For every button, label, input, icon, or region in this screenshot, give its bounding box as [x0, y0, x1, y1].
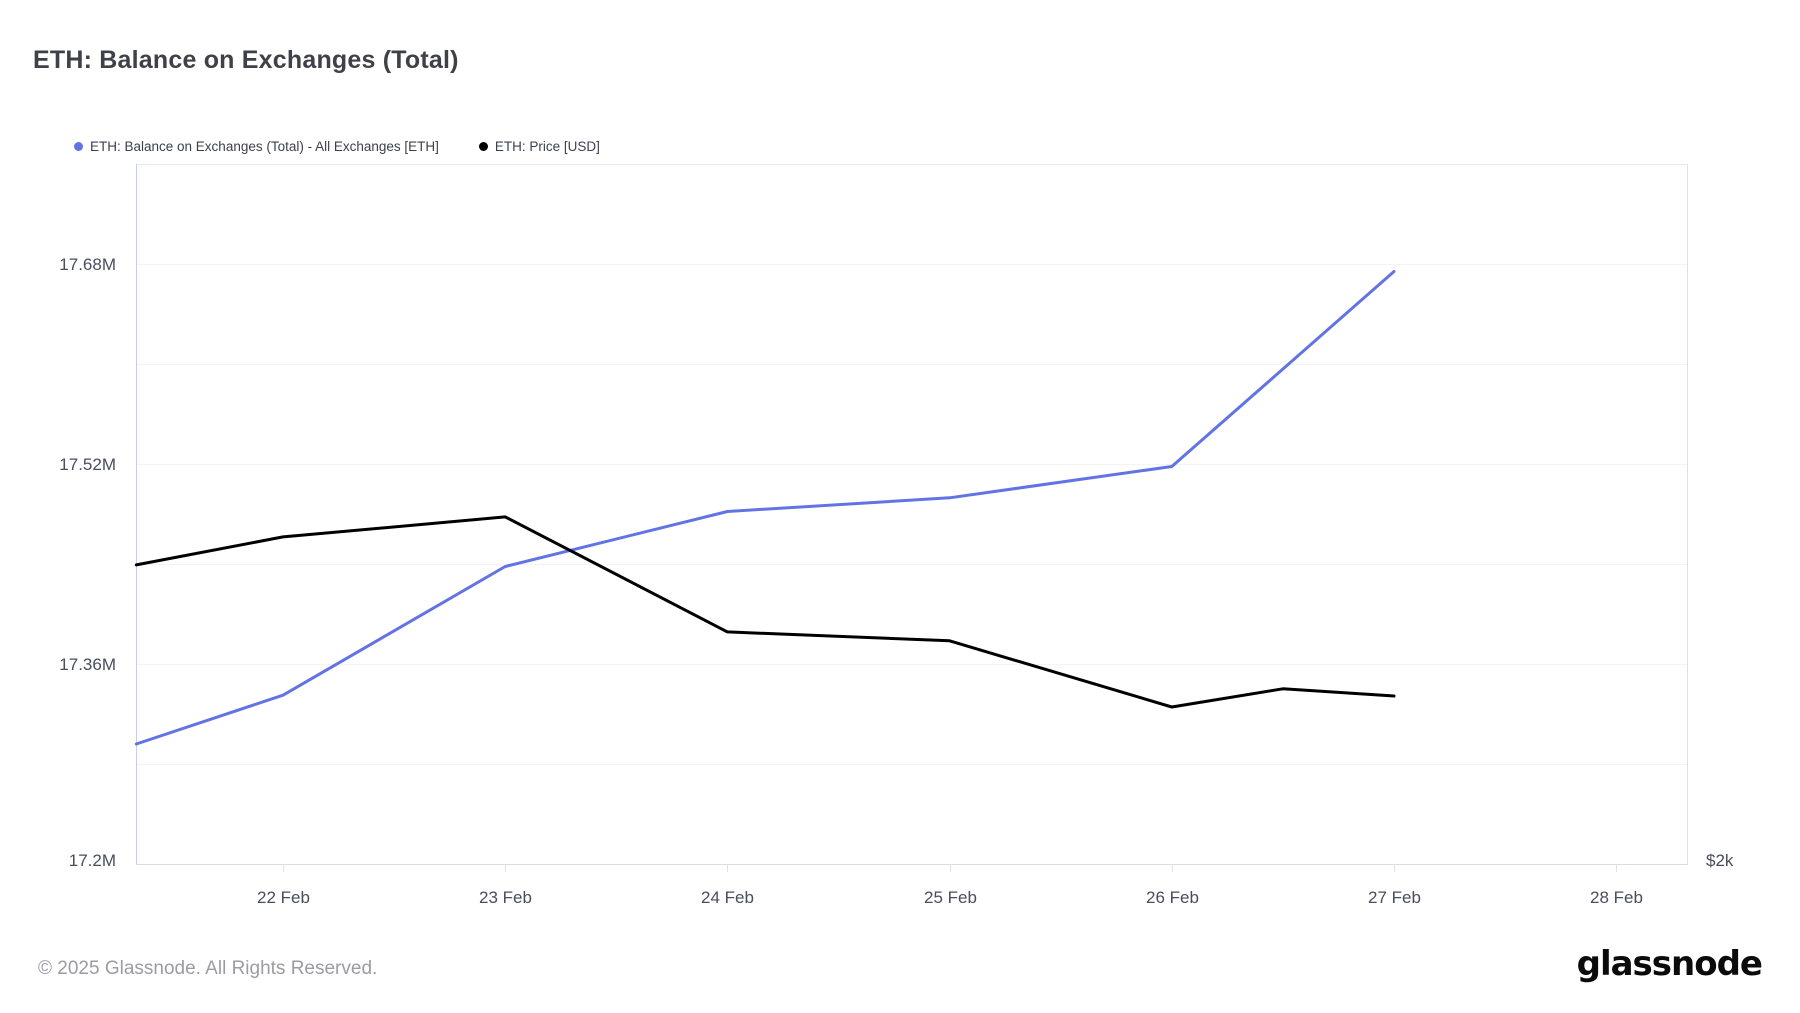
legend-label-balance: ETH: Balance on Exchanges (Total) - All … [90, 139, 439, 154]
x-tick-label: 22 Feb [257, 888, 310, 907]
y-tick-label: 17.68M [59, 255, 116, 274]
chart-legend: ETH: Balance on Exchanges (Total) - All … [74, 139, 600, 154]
y-tick-label: 17.36M [59, 655, 116, 674]
price-line [134, 515, 1396, 709]
copyright-text: © 2025 Glassnode. All Rights Reserved. [38, 958, 378, 979]
legend-item-price[interactable]: ETH: Price [USD] [478, 139, 600, 154]
x-tick-label: 28 Feb [1590, 888, 1643, 907]
x-tick-label: 25 Feb [924, 888, 977, 907]
y-tick-label: 17.52M [59, 455, 116, 474]
x-tick-label: 26 Feb [1146, 888, 1199, 907]
glassnode-logo: glassnode [1576, 944, 1763, 984]
page-title: ETH: Balance on Exchanges (Total) [33, 46, 459, 74]
legend-label-price: ETH: Price [USD] [494, 139, 600, 154]
legend-dot-balance-icon [74, 142, 83, 151]
y-tick-label: 17.2M [69, 851, 116, 870]
x-tick-label: 23 Feb [479, 888, 532, 907]
right-axis-label: $2k [1706, 851, 1734, 870]
x-tick-label: 27 Feb [1368, 888, 1421, 907]
balance-line [134, 270, 1396, 746]
legend-item-balance[interactable]: ETH: Balance on Exchanges (Total) - All … [74, 139, 439, 154]
legend-dot-price-icon [478, 142, 488, 151]
x-tick-label: 24 Feb [701, 888, 754, 907]
